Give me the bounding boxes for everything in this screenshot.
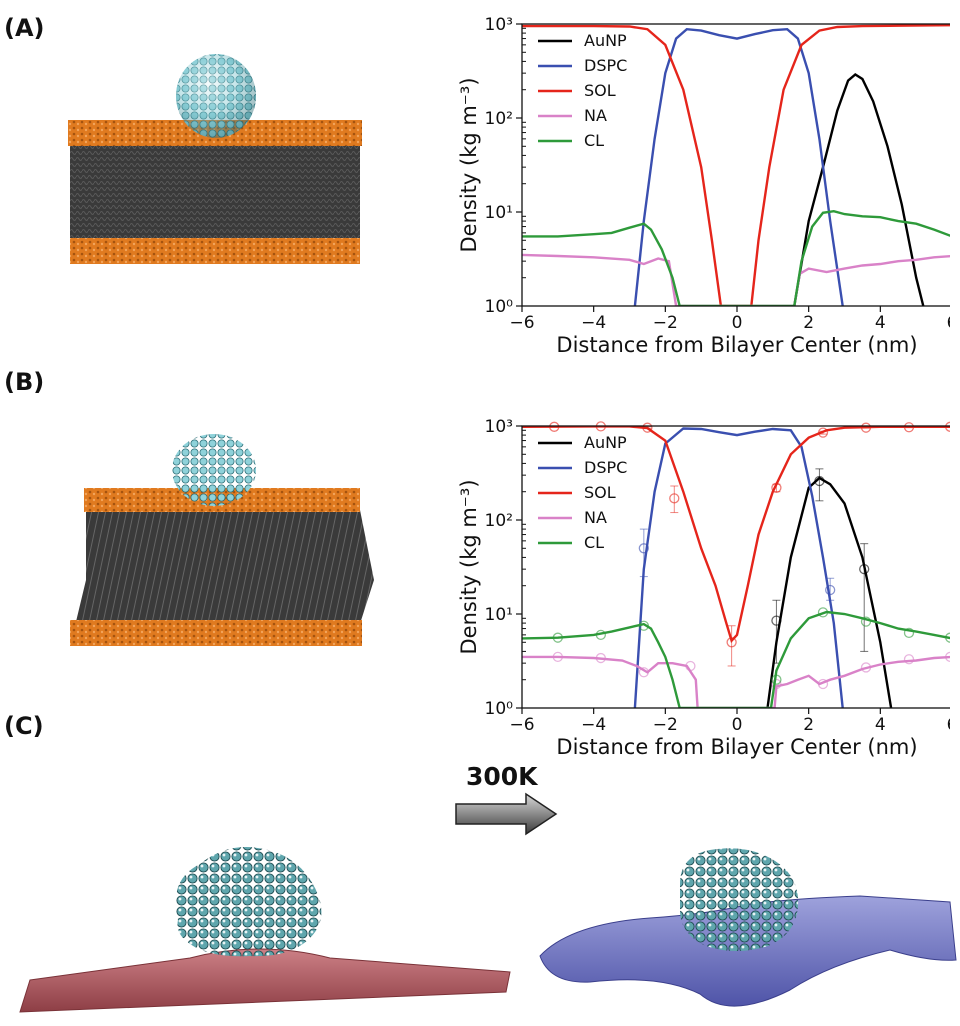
- membrane-before-illustration: [19, 847, 511, 1013]
- y-tick-label: 10³: [485, 15, 513, 35]
- series-line-aunp: [793, 73, 925, 306]
- panel-b-label: (B): [4, 368, 45, 396]
- density-chart-b: −6 −4 −2 0 2 4 6 10⁰ 10¹ 10² 10³ Distance from Bila…: [457, 417, 950, 759]
- data-point-cl: [945, 632, 950, 643]
- nanoparticle: [680, 848, 799, 951]
- x-axis-label: Distance from Bilayer Center (nm): [556, 735, 917, 759]
- x-tick-label: 0: [732, 313, 743, 333]
- data-point-na: [685, 660, 696, 672]
- temperature-label: 300K: [466, 762, 538, 791]
- legend-label-sol: SOL: [584, 483, 616, 502]
- data-point-cl: [903, 627, 915, 639]
- legend-label-sol: SOL: [584, 81, 616, 100]
- chart-b-plot-area: −6 −4 −2 0 2 4 6 10⁰ 10¹ 10² 10³ Distance from Bila…: [457, 417, 950, 759]
- series-line-dspc: [633, 27, 844, 306]
- lower-headgroup-layer: [70, 620, 362, 646]
- bilayer-b-illustration: [70, 434, 374, 646]
- data-point-sol: [549, 421, 560, 432]
- y-axis-label: Density (kg m⁻³): [457, 77, 481, 252]
- data-point-cl: [860, 616, 872, 627]
- lower-headgroup-layer: [70, 238, 360, 264]
- series-line-na: [522, 253, 950, 306]
- lipid-tail-region: [70, 136, 360, 246]
- series-line-cl: [522, 209, 950, 306]
- legend-label-dspc: DSPC: [584, 458, 627, 477]
- series-line-sol: [522, 24, 950, 306]
- y-axis-label: Density (kg m⁻³): [457, 479, 481, 654]
- data-point-aunp: [771, 615, 782, 626]
- x-tick-label: 2: [803, 313, 814, 333]
- x-tick-label: −4: [581, 313, 606, 333]
- density-chart-a: −6 −4 −2 0 2 4 6 10⁰ 10¹ 10² 10³ Distance from Bila…: [457, 15, 950, 357]
- x-tick-label: −4: [581, 715, 606, 735]
- y-tick-label: 10²: [485, 109, 513, 129]
- series-line-sol: [522, 426, 950, 644]
- data-point-cl: [638, 620, 649, 631]
- lipid-tail-region: [74, 500, 374, 630]
- legend-label-cl: CL: [584, 533, 604, 552]
- series-line-na: [522, 655, 950, 708]
- data-point-sol: [669, 493, 680, 504]
- data-point-sol: [945, 421, 950, 432]
- x-tick-label: −6: [509, 715, 534, 735]
- x-axis-label: Distance from Bilayer Center (nm): [556, 333, 917, 357]
- data-point-na: [945, 651, 950, 663]
- y-tick-label: 10⁰: [485, 297, 514, 317]
- data-point-na: [903, 654, 915, 665]
- data-point-cl: [595, 629, 606, 641]
- data-point-dspc: [825, 584, 836, 596]
- data-point-sol: [903, 422, 915, 433]
- data-point-cl: [817, 607, 829, 618]
- data-point-sol: [860, 422, 872, 433]
- data-point-na: [638, 667, 649, 678]
- x-tick-label: 2: [803, 715, 814, 735]
- y-tick-label: 10¹: [485, 605, 513, 625]
- data-point-na: [771, 678, 782, 690]
- nanoparticle: [175, 847, 322, 957]
- right-arrow-icon: [455, 792, 558, 836]
- y-tick-label: 10⁰: [485, 699, 514, 719]
- data-point-sol: [726, 637, 737, 648]
- x-tick-label: 6: [947, 715, 950, 735]
- x-tick-label: −2: [653, 313, 678, 333]
- membrane-after-illustration: [539, 848, 957, 1007]
- x-tick-label: 4: [875, 715, 886, 735]
- flat-membrane: [19, 948, 511, 1013]
- nanoparticle: [172, 434, 256, 506]
- legend-label-na: NA: [584, 106, 607, 125]
- y-tick-label: 10¹: [485, 203, 513, 223]
- legend-label-na: NA: [584, 508, 607, 527]
- data-point-na: [552, 651, 563, 663]
- y-tick-label: 10³: [485, 417, 513, 437]
- data-point-cl: [552, 632, 563, 643]
- data-point-sol: [817, 427, 829, 438]
- data-point-dspc: [638, 543, 649, 554]
- legend-label-dspc: DSPC: [584, 56, 627, 75]
- series-line-dspc: [633, 427, 844, 708]
- series-line-aunp: [766, 476, 893, 708]
- legend-label-cl: CL: [584, 131, 604, 150]
- legend-label-aunp: AuNP: [584, 433, 627, 452]
- series-line-cl: [522, 610, 950, 708]
- x-tick-label: 6: [947, 313, 950, 333]
- chart-a-plot-area: −6 −4 −2 0 2 4 6 10⁰ 10¹ 10² 10³ Distance from Bila…: [457, 15, 950, 357]
- data-point-na: [595, 652, 606, 664]
- data-point-na: [860, 662, 872, 673]
- data-point-aunp: [859, 564, 870, 575]
- x-tick-label: −6: [509, 313, 534, 333]
- bilayer-a-illustration: [68, 54, 362, 264]
- panel-a-label: (A): [4, 14, 45, 42]
- legend-label-aunp: AuNP: [584, 31, 627, 50]
- curved-membrane: [539, 895, 957, 1007]
- data-point-cl: [771, 674, 782, 685]
- panel-c-label: (C): [4, 712, 44, 740]
- x-tick-label: 4: [875, 313, 886, 333]
- y-tick-label: 10²: [485, 511, 513, 531]
- x-tick-label: −2: [653, 715, 678, 735]
- data-point-sol: [642, 422, 653, 433]
- data-point-aunp: [814, 475, 825, 487]
- data-point-na: [817, 678, 829, 690]
- data-point-sol: [771, 482, 782, 493]
- x-tick-label: 0: [732, 715, 743, 735]
